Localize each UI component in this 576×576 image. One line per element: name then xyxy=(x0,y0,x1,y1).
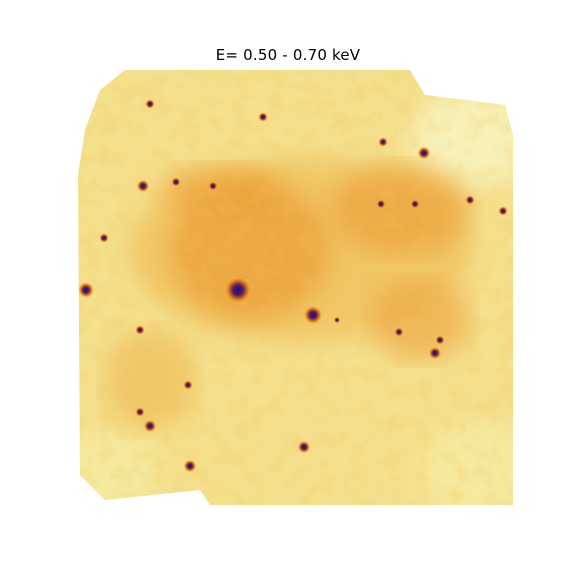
point-source xyxy=(145,99,155,109)
point-source xyxy=(183,380,193,390)
point-source xyxy=(171,177,181,187)
point-sources xyxy=(78,99,508,473)
point-source xyxy=(376,199,386,209)
point-source xyxy=(223,275,253,305)
image-title: E= 0.50 - 0.70 keV xyxy=(215,46,361,64)
point-source xyxy=(498,206,508,216)
point-source xyxy=(135,407,145,417)
point-source xyxy=(208,181,218,191)
point-source xyxy=(378,137,388,147)
point-source xyxy=(183,459,197,473)
point-source xyxy=(143,419,157,433)
point-source xyxy=(394,327,404,337)
point-source xyxy=(303,305,323,325)
point-source xyxy=(435,335,445,345)
point-source xyxy=(465,195,475,205)
field-of-view xyxy=(78,70,513,505)
point-source xyxy=(410,199,420,209)
point-source xyxy=(135,325,145,335)
point-source xyxy=(417,146,431,160)
point-source xyxy=(297,440,311,454)
point-source xyxy=(333,316,341,324)
point-source xyxy=(136,179,150,193)
point-source xyxy=(428,346,442,360)
point-source xyxy=(78,282,94,298)
point-source xyxy=(99,233,109,243)
point-source xyxy=(258,112,268,122)
